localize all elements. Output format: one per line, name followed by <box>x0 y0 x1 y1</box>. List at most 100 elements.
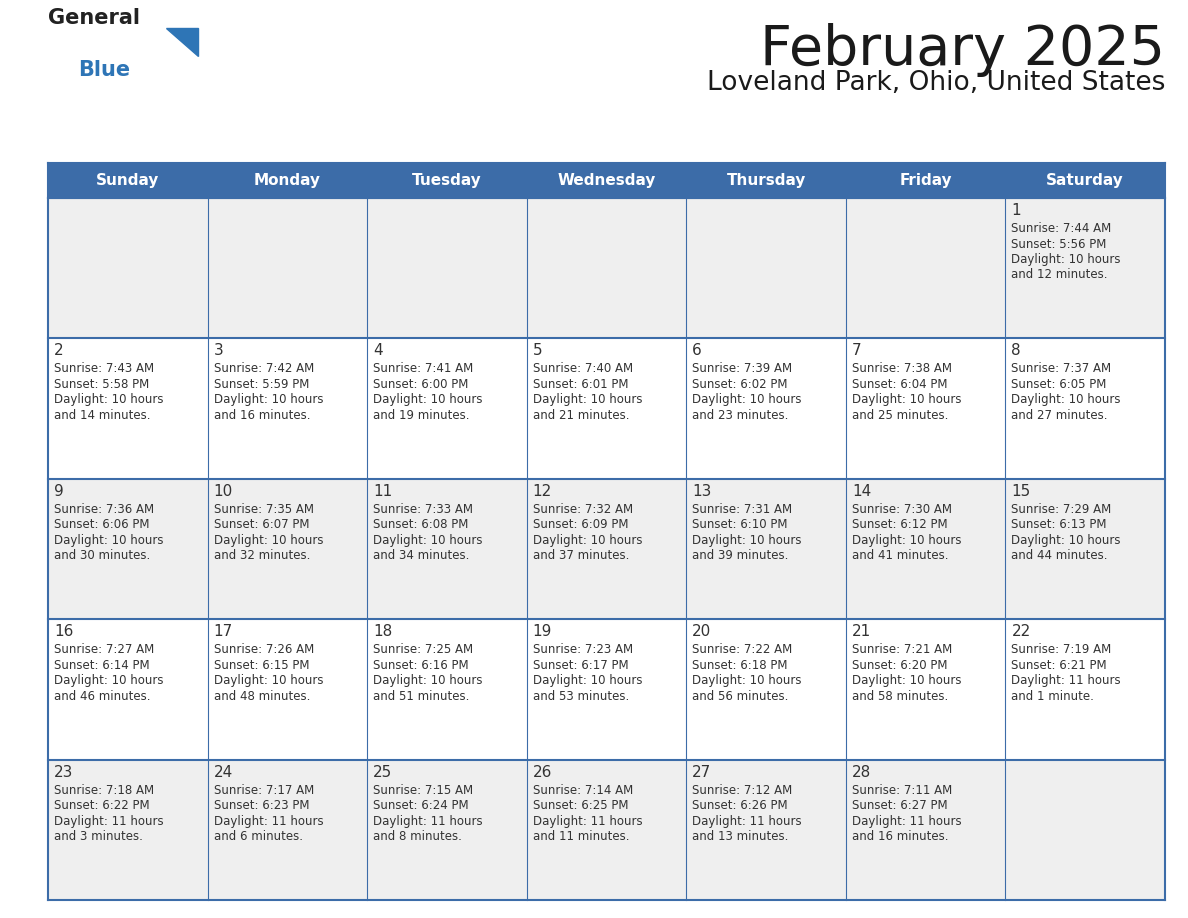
Text: and 27 minutes.: and 27 minutes. <box>1011 409 1108 422</box>
Text: 14: 14 <box>852 484 871 498</box>
Bar <box>1005 339 1165 479</box>
Text: Sunrise: 7:22 AM: Sunrise: 7:22 AM <box>693 644 792 656</box>
Bar <box>687 620 846 759</box>
Text: Sunset: 6:24 PM: Sunset: 6:24 PM <box>373 799 469 812</box>
Text: Daylight: 10 hours: Daylight: 10 hours <box>214 674 323 688</box>
Text: Blue: Blue <box>78 60 131 80</box>
Bar <box>526 479 687 620</box>
Bar <box>208 479 367 620</box>
Text: Sunrise: 7:17 AM: Sunrise: 7:17 AM <box>214 784 314 797</box>
Text: Sunset: 6:26 PM: Sunset: 6:26 PM <box>693 799 788 812</box>
Bar <box>208 198 367 339</box>
Bar <box>208 759 367 900</box>
Text: 17: 17 <box>214 624 233 639</box>
Bar <box>48 759 208 900</box>
Text: 9: 9 <box>53 484 64 498</box>
Text: and 23 minutes.: and 23 minutes. <box>693 409 789 422</box>
Text: and 39 minutes.: and 39 minutes. <box>693 549 789 563</box>
Text: Saturday: Saturday <box>1047 173 1124 188</box>
Text: Daylight: 10 hours: Daylight: 10 hours <box>214 533 323 547</box>
Bar <box>48 479 208 620</box>
Text: Sunset: 5:56 PM: Sunset: 5:56 PM <box>1011 238 1107 251</box>
Text: Sunrise: 7:31 AM: Sunrise: 7:31 AM <box>693 503 792 516</box>
Polygon shape <box>166 28 198 56</box>
Text: Daylight: 10 hours: Daylight: 10 hours <box>532 394 643 407</box>
Text: 11: 11 <box>373 484 392 498</box>
Bar <box>367 479 526 620</box>
Text: Wednesday: Wednesday <box>557 173 656 188</box>
Text: 12: 12 <box>532 484 552 498</box>
Text: 16: 16 <box>53 624 74 639</box>
Text: and 8 minutes.: and 8 minutes. <box>373 830 462 843</box>
Text: and 19 minutes.: and 19 minutes. <box>373 409 469 422</box>
Text: 8: 8 <box>1011 343 1020 358</box>
Text: Daylight: 10 hours: Daylight: 10 hours <box>1011 533 1121 547</box>
Text: Daylight: 10 hours: Daylight: 10 hours <box>852 674 961 688</box>
Text: Sunrise: 7:26 AM: Sunrise: 7:26 AM <box>214 644 314 656</box>
Text: Daylight: 11 hours: Daylight: 11 hours <box>214 814 323 828</box>
Bar <box>846 479 1005 620</box>
Text: Sunrise: 7:11 AM: Sunrise: 7:11 AM <box>852 784 952 797</box>
Text: and 16 minutes.: and 16 minutes. <box>852 830 948 843</box>
Text: Sunset: 6:20 PM: Sunset: 6:20 PM <box>852 659 947 672</box>
Text: Daylight: 10 hours: Daylight: 10 hours <box>852 533 961 547</box>
Text: Sunset: 6:01 PM: Sunset: 6:01 PM <box>532 378 628 391</box>
Text: 1: 1 <box>1011 203 1020 218</box>
Bar <box>48 198 208 339</box>
Text: Daylight: 11 hours: Daylight: 11 hours <box>852 814 961 828</box>
Text: Tuesday: Tuesday <box>412 173 482 188</box>
Text: 22: 22 <box>1011 624 1031 639</box>
Text: General: General <box>48 8 140 28</box>
Text: Sunset: 6:17 PM: Sunset: 6:17 PM <box>532 659 628 672</box>
Text: Sunrise: 7:36 AM: Sunrise: 7:36 AM <box>53 503 154 516</box>
Text: 2: 2 <box>53 343 64 358</box>
Text: and 21 minutes.: and 21 minutes. <box>532 409 630 422</box>
Text: and 1 minute.: and 1 minute. <box>1011 689 1094 702</box>
Text: 6: 6 <box>693 343 702 358</box>
Text: 10: 10 <box>214 484 233 498</box>
Text: 20: 20 <box>693 624 712 639</box>
Bar <box>367 339 526 479</box>
Text: 21: 21 <box>852 624 871 639</box>
Text: Sunrise: 7:18 AM: Sunrise: 7:18 AM <box>53 784 154 797</box>
Text: and 32 minutes.: and 32 minutes. <box>214 549 310 563</box>
Text: February 2025: February 2025 <box>760 23 1165 77</box>
Text: and 16 minutes.: and 16 minutes. <box>214 409 310 422</box>
Text: Sunset: 6:05 PM: Sunset: 6:05 PM <box>1011 378 1107 391</box>
Text: and 58 minutes.: and 58 minutes. <box>852 689 948 702</box>
Text: and 30 minutes.: and 30 minutes. <box>53 549 150 563</box>
Text: Sunset: 5:59 PM: Sunset: 5:59 PM <box>214 378 309 391</box>
Text: Daylight: 10 hours: Daylight: 10 hours <box>373 674 482 688</box>
Bar <box>526 620 687 759</box>
Text: Sunrise: 7:38 AM: Sunrise: 7:38 AM <box>852 363 952 375</box>
Text: Daylight: 10 hours: Daylight: 10 hours <box>852 394 961 407</box>
Text: and 12 minutes.: and 12 minutes. <box>1011 268 1108 282</box>
Text: 15: 15 <box>1011 484 1031 498</box>
Text: Sunset: 6:18 PM: Sunset: 6:18 PM <box>693 659 788 672</box>
Bar <box>846 198 1005 339</box>
Text: Sunset: 6:08 PM: Sunset: 6:08 PM <box>373 519 468 532</box>
Text: Sunset: 6:15 PM: Sunset: 6:15 PM <box>214 659 309 672</box>
Bar <box>846 339 1005 479</box>
Text: Daylight: 10 hours: Daylight: 10 hours <box>373 533 482 547</box>
Text: Sunset: 6:10 PM: Sunset: 6:10 PM <box>693 519 788 532</box>
Text: Friday: Friday <box>899 173 952 188</box>
Text: 24: 24 <box>214 765 233 779</box>
Text: Daylight: 10 hours: Daylight: 10 hours <box>1011 394 1121 407</box>
Text: Sunrise: 7:15 AM: Sunrise: 7:15 AM <box>373 784 473 797</box>
Text: Sunrise: 7:12 AM: Sunrise: 7:12 AM <box>693 784 792 797</box>
Bar <box>526 759 687 900</box>
Text: Sunrise: 7:19 AM: Sunrise: 7:19 AM <box>1011 644 1112 656</box>
Text: and 53 minutes.: and 53 minutes. <box>532 689 628 702</box>
Text: 4: 4 <box>373 343 383 358</box>
Text: Sunset: 6:02 PM: Sunset: 6:02 PM <box>693 378 788 391</box>
Text: Daylight: 10 hours: Daylight: 10 hours <box>53 674 164 688</box>
Text: Daylight: 10 hours: Daylight: 10 hours <box>53 394 164 407</box>
Text: Daylight: 10 hours: Daylight: 10 hours <box>693 394 802 407</box>
Text: and 13 minutes.: and 13 minutes. <box>693 830 789 843</box>
Text: 26: 26 <box>532 765 552 779</box>
Text: Sunset: 6:22 PM: Sunset: 6:22 PM <box>53 799 150 812</box>
Text: Sunset: 6:14 PM: Sunset: 6:14 PM <box>53 659 150 672</box>
Text: 19: 19 <box>532 624 552 639</box>
Text: and 46 minutes.: and 46 minutes. <box>53 689 151 702</box>
